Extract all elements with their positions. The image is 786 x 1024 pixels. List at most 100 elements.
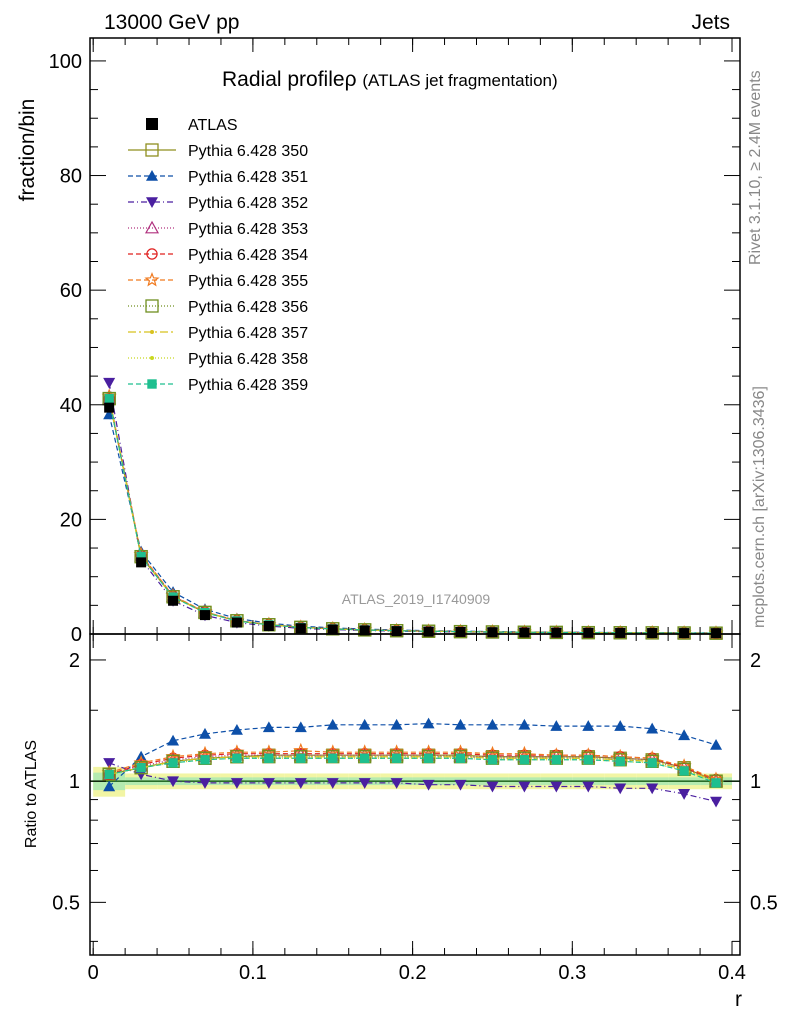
- ratio-point: [550, 720, 563, 731]
- ratio-tick-label-left: 1: [69, 771, 80, 793]
- ratio-point: [646, 783, 659, 795]
- ratio-point: [679, 766, 689, 776]
- chart-title-main: Radial profile: [222, 68, 345, 91]
- ratio-point: [293, 742, 309, 758]
- x-tick-label: 0.4: [718, 962, 746, 984]
- data-point: [615, 627, 626, 638]
- ratio-point: [294, 778, 307, 789]
- ratio-point: [583, 755, 593, 765]
- ratio-point: [454, 779, 467, 791]
- ratio-point: [198, 727, 211, 739]
- legend-label-3: Pythia 6.428 353: [188, 221, 308, 238]
- series-point: [103, 377, 116, 389]
- legend: ATLAS Pythia 6.428 350 Pythia 6.428 351 Pyt…: [128, 117, 308, 394]
- ratio-point: [711, 778, 721, 788]
- ratio-point: [232, 753, 242, 763]
- legend-label-7: Pythia 6.428 357: [188, 325, 308, 342]
- ratio-point: [104, 769, 114, 779]
- ratio-line-1: [108, 722, 717, 787]
- ratio-point: [200, 755, 210, 765]
- ratio-point: [136, 762, 146, 773]
- ratio-point: [102, 767, 116, 781]
- ratio-point: [551, 755, 562, 765]
- data-point: [199, 610, 210, 621]
- ratio-tick-label-left: 2: [69, 650, 80, 672]
- ratio-point: [230, 778, 243, 789]
- y-tick-label: 100: [49, 51, 82, 73]
- data-point: [359, 625, 370, 636]
- ratio-point: [487, 755, 498, 765]
- ratio-point: [262, 721, 275, 733]
- mcplots-source-label: mcplots.cern.ch [arXiv:1306.3436]: [751, 386, 768, 628]
- legend-marker-atlas: [146, 118, 158, 130]
- chart-title-symbol: ρ: [345, 68, 357, 91]
- ratio-point: [359, 753, 370, 763]
- ratio-point: [678, 789, 691, 800]
- header-right: Jets: [691, 11, 730, 34]
- data-point: [263, 620, 274, 631]
- ratio-point: [230, 723, 243, 735]
- data-point: [551, 627, 562, 638]
- data-point: [327, 624, 338, 635]
- ratio-point: [294, 721, 307, 733]
- data-point: [711, 628, 722, 639]
- ratio-point: [518, 781, 531, 793]
- legend-marker-6: [145, 299, 159, 313]
- legend-marker-1: [146, 170, 158, 181]
- y-tick-label: 80: [60, 166, 82, 188]
- legend-label-1: Pythia 6.428 351: [188, 169, 308, 186]
- rivet-version-label: Rivet 3.1.10, ≥ 2.4M events: [747, 70, 764, 265]
- ratio-point: [615, 756, 625, 767]
- ratio-point: [582, 781, 595, 793]
- ratio-point: [103, 780, 116, 792]
- data-point: [231, 617, 242, 628]
- ratio-tick-label-right: 2: [750, 650, 761, 672]
- y-tick-label: 60: [60, 280, 82, 302]
- legend-label-4: Pythia 6.428 354: [188, 247, 308, 264]
- ratio-point: [358, 718, 371, 730]
- ratio-line-5: [108, 750, 717, 780]
- legend-marker-9: [147, 379, 157, 389]
- ratio-point: [422, 779, 435, 791]
- legend-marker-5: [144, 272, 160, 287]
- x-axis-label: r: [735, 988, 742, 1011]
- ratio-point: [391, 753, 402, 763]
- ratio-line-2: [108, 762, 717, 803]
- ratio-point: [167, 776, 180, 788]
- ratio-tick-label-right: 1: [750, 771, 761, 793]
- data-point: [455, 626, 466, 637]
- series-point: [104, 393, 114, 404]
- ratio-point: [167, 734, 180, 746]
- data-point: [104, 402, 115, 413]
- chart-title: Radial profileρ (ATLAS jet fragmentation…: [222, 68, 558, 91]
- ratio-line-9: [109, 757, 717, 784]
- legend-label-atlas: ATLAS: [188, 117, 238, 134]
- y-tick-label: 20: [60, 509, 82, 531]
- data-point: [487, 627, 498, 638]
- chart-title-suffix: (ATLAS jet fragmentation): [362, 71, 557, 90]
- series-point: [103, 408, 116, 420]
- ratio-point: [168, 758, 178, 768]
- data-point: [679, 628, 690, 639]
- legend-label-8: Pythia 6.428 358: [188, 351, 308, 368]
- axes: 0 0.1 0.2 0.3 0.4 0 20 40 60 80 100 0.5 0.5 1 1 2 2: [49, 37, 778, 984]
- ratio-point: [103, 768, 115, 780]
- ratio-point: [710, 738, 723, 750]
- ratio-point: [134, 761, 148, 775]
- ratio-axis-label: Ratio to ATLAS: [23, 740, 40, 848]
- x-tick-label: 0.3: [558, 962, 586, 984]
- ratio-point: [198, 778, 211, 789]
- analysis-watermark: ATLAS_2019_I1740909: [342, 591, 491, 607]
- x-tick-label: 0.2: [399, 962, 427, 984]
- y-tick-label: 40: [60, 395, 82, 417]
- ratio-point: [614, 720, 627, 731]
- ratio-point: [710, 796, 723, 808]
- ratio-tick-label-left: 0.5: [52, 892, 80, 914]
- ratio-point: [422, 717, 435, 729]
- x-tick-label: 0: [88, 962, 99, 984]
- ratio-point: [390, 718, 403, 730]
- ratio-point: [103, 758, 116, 769]
- ratio-point: [486, 718, 499, 730]
- y-axis-label: fraction/bin: [16, 99, 39, 202]
